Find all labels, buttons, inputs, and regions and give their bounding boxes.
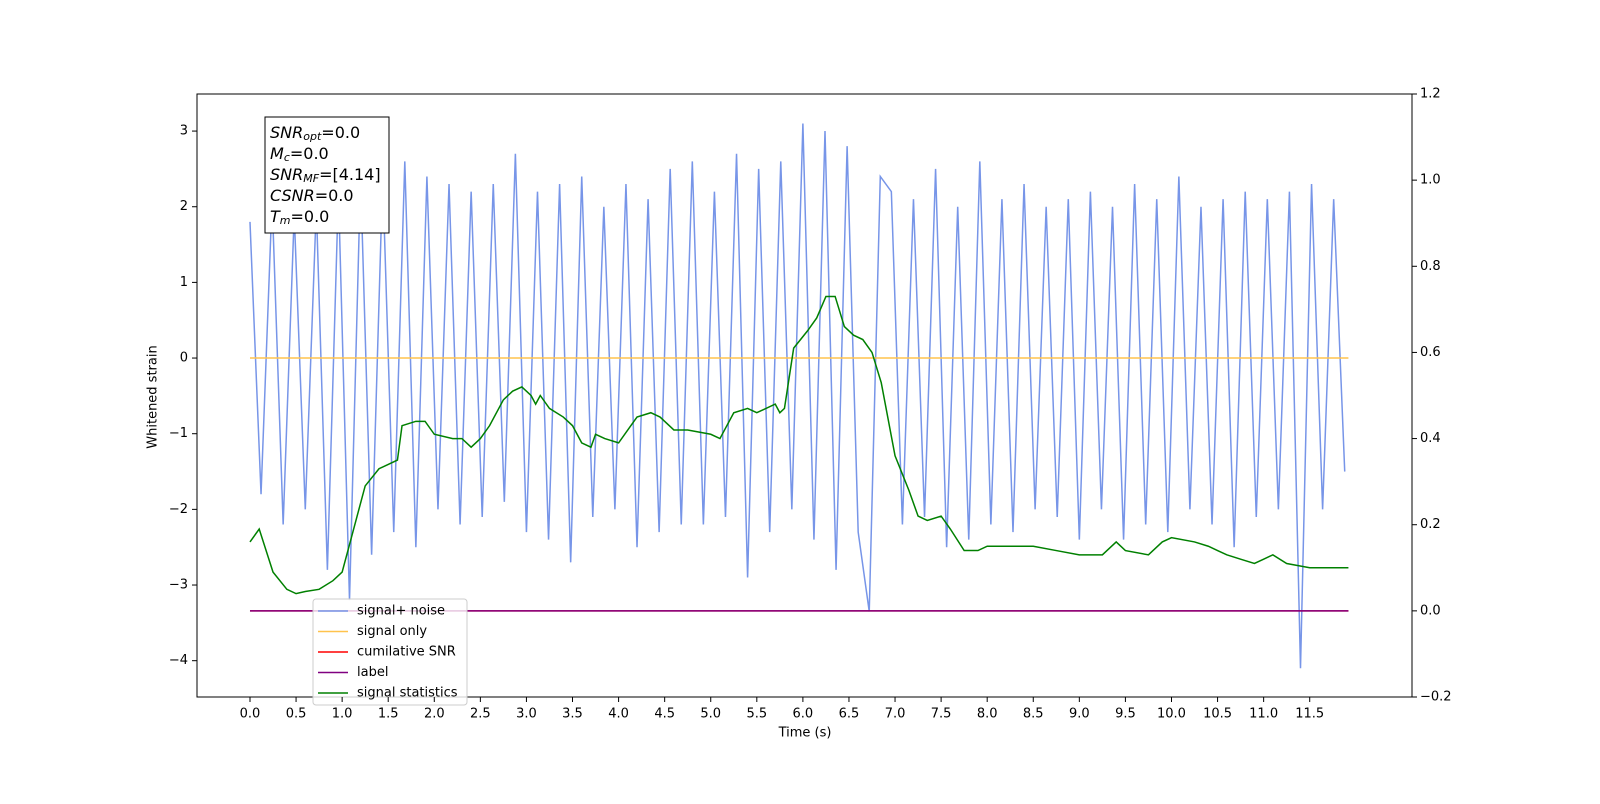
x-tick-label: 5.5 <box>746 707 767 722</box>
annotation-value: =0.0 <box>315 186 354 205</box>
x-tick-label: 3.5 <box>562 707 583 722</box>
y-tick-label: −1 <box>169 426 188 441</box>
annotation-subscript: MF <box>303 172 319 185</box>
x-tick-label: 4.0 <box>608 707 629 722</box>
annotation-line: Mc=0.0 <box>270 144 329 165</box>
annotation-subscript: c <box>284 151 290 164</box>
x-axis-label: Time (s) <box>778 726 832 741</box>
annotation-value: =0.0 <box>291 207 330 226</box>
annotation-symbol: T <box>270 207 281 226</box>
legend-label: signal statistics <box>357 686 458 701</box>
annotation-symbol: M <box>270 144 284 163</box>
annotation-value: =[4.14] <box>319 165 381 184</box>
legend-label: signal+ noise <box>357 604 445 619</box>
x-tick-label: 11.5 <box>1295 707 1324 722</box>
legend: signal+ noise signal only cumilative SNR la… <box>312 598 468 706</box>
x-tick-label: 2.0 <box>424 707 445 722</box>
x-tick-label: 7.5 <box>931 707 952 722</box>
annotation-subscript: opt <box>303 130 322 143</box>
x-tick-label: 3.0 <box>516 707 537 722</box>
annotation: SNRopt=0.0Mc=0.0SNRMF=[4.14]CSNR=0.0Tm=0… <box>264 116 390 234</box>
series-line <box>249 295 1349 595</box>
x-tick-label: 10.5 <box>1203 707 1232 722</box>
plot-frame <box>196 93 1413 698</box>
x-tick-label: 0.0 <box>240 707 261 722</box>
x-tick-label: 1.0 <box>332 707 353 722</box>
y2-tick-label: 0.4 <box>1420 431 1441 446</box>
x-tick-label: 8.5 <box>1023 707 1044 722</box>
annotation-subscript: m <box>280 214 291 227</box>
x-tick-label: 6.0 <box>793 707 814 722</box>
annotation-value: =0.0 <box>321 123 360 142</box>
x-tick-label: 9.0 <box>1069 707 1090 722</box>
annotation-symbol: SNR <box>270 165 303 184</box>
legend-label: label <box>357 665 388 680</box>
annotation-line: Tm=0.0 <box>270 207 329 228</box>
y-tick-label: −3 <box>169 578 188 593</box>
y2-tick-label: 0.2 <box>1420 517 1441 532</box>
annotation-symbol: SNR <box>270 123 303 142</box>
x-tick-label: 2.5 <box>470 707 491 722</box>
annotation-line: SNRMF=[4.14] <box>270 165 381 186</box>
legend-box <box>312 598 468 706</box>
annotation-line: SNRopt=0.0 <box>270 123 360 144</box>
y-tick-label: 3 <box>180 124 188 139</box>
legend-label: signal only <box>357 624 427 639</box>
x-tick-label: 0.5 <box>286 707 307 722</box>
x-tick-label: 4.5 <box>654 707 675 722</box>
lines <box>249 123 1349 669</box>
annotation-value: =0.0 <box>290 144 329 163</box>
y-tick-label: 1 <box>180 275 188 290</box>
x-tick-label: 11.0 <box>1249 707 1278 722</box>
series-line <box>249 123 1346 669</box>
x-tick-label: 10.0 <box>1157 707 1186 722</box>
x-tick-label: 1.5 <box>378 707 399 722</box>
x-tick-label: 6.5 <box>839 707 860 722</box>
y-tick-label: −4 <box>169 653 188 668</box>
x-tick-label: 8.0 <box>977 707 998 722</box>
y2-tick-label: −0.2 <box>1420 690 1452 705</box>
y2-tick-label: 1.2 <box>1420 87 1441 102</box>
y-tick-label: −2 <box>169 502 188 517</box>
y2-tick-label: 0.0 <box>1420 603 1441 618</box>
y2-tick-label: 1.0 <box>1420 173 1441 188</box>
y2-tick-label: 0.8 <box>1420 259 1441 274</box>
annotation-symbol: CSNR <box>270 186 315 205</box>
y2-tick-label: 0.6 <box>1420 345 1441 360</box>
legend-label: cumilative SNR <box>357 645 456 660</box>
annotation-line: CSNR=0.0 <box>270 186 354 205</box>
y-axis-label: Whitened strain <box>146 345 161 448</box>
y-tick-label: 0 <box>180 351 188 366</box>
annotation-box <box>264 116 390 234</box>
x-tick-label: 9.5 <box>1115 707 1136 722</box>
y-tick-label: 2 <box>180 199 188 214</box>
x-tick-label: 7.0 <box>885 707 906 722</box>
x-tick-label: 5.0 <box>700 707 721 722</box>
